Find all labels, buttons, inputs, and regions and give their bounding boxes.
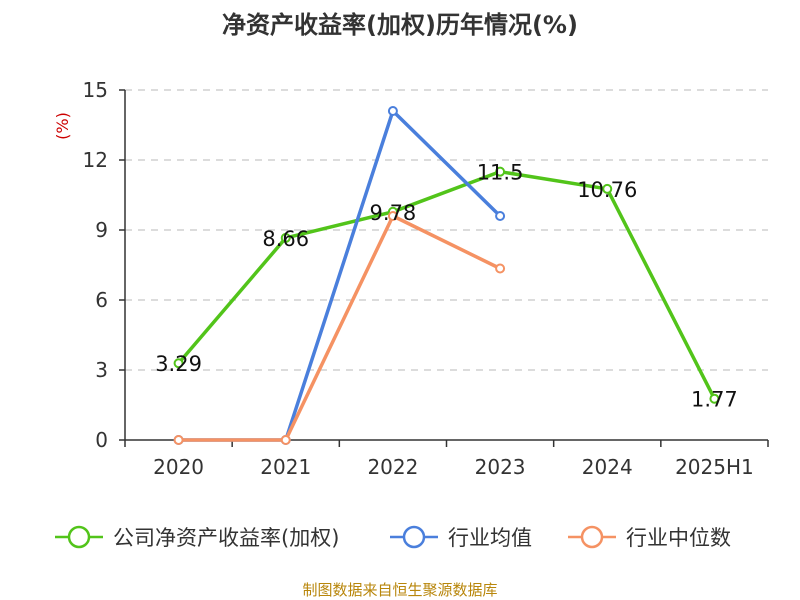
series-line-0 — [177, 169, 716, 400]
source-note: 制图数据来自恒生聚源数据库 — [302, 581, 497, 599]
series-point-0[interactable] — [495, 166, 506, 177]
series-point-1[interactable] — [387, 106, 398, 116]
data-label: 10.76 — [577, 178, 637, 202]
data-label: 8.66 — [262, 227, 309, 251]
x-tick-label: 2020 — [153, 455, 204, 479]
series-point-0[interactable] — [602, 183, 613, 194]
data-label: 1.77 — [691, 388, 738, 412]
data-labels: 3.29 8.66 9.78 11.5 10.76 1.77 — [155, 161, 738, 412]
legend-label-0[interactable]: 公司净资产收益率(加权) — [113, 526, 339, 550]
legend-label-2[interactable]: 行业中位数 — [626, 526, 731, 550]
series-point-0[interactable] — [173, 358, 184, 369]
grid-lines — [125, 89, 768, 371]
x-tick-label: 2023 — [475, 455, 526, 479]
x-tick-label: 2021 — [260, 455, 311, 479]
series-point-2[interactable] — [387, 211, 398, 221]
data-label: 3.29 — [155, 352, 202, 376]
series-point-0[interactable] — [280, 232, 291, 243]
y-tick-label: 3 — [95, 358, 108, 382]
y-tick-label: 15 — [83, 78, 108, 102]
chart-title: 净资产收益率(加权)历年情况(%) — [222, 11, 578, 39]
y-tick-label: 12 — [83, 148, 108, 172]
y-tick-label: 0 — [95, 428, 108, 452]
axes: 0 3 6 9 12 15 2020 2021 2022 2023 2024 2025H1 — [83, 78, 769, 479]
series-point-2[interactable] — [280, 435, 291, 445]
series-point-2[interactable] — [173, 435, 184, 445]
series-point-2[interactable] — [495, 263, 506, 274]
series-lines — [173, 106, 720, 445]
x-tick-label: 2024 — [582, 455, 633, 479]
legend-marker-0[interactable] — [67, 525, 91, 549]
legend: 公司净资产收益率(加权) 行业均值 行业中位数 — [55, 525, 731, 550]
y-axis-unit: (%) — [53, 112, 72, 140]
series-point-1[interactable] — [495, 211, 506, 221]
data-label: 11.5 — [477, 161, 524, 185]
y-tick-label: 9 — [95, 218, 108, 242]
y-tick-label: 6 — [95, 288, 108, 312]
legend-label-1[interactable]: 行业均值 — [448, 526, 532, 550]
legend-marker-1[interactable] — [402, 525, 426, 549]
series-line-2 — [178, 214, 501, 442]
x-tick-label: 2025H1 — [675, 455, 754, 479]
x-tick-label: 2022 — [367, 455, 418, 479]
legend-marker-2[interactable] — [580, 525, 604, 549]
series-point-0[interactable] — [709, 393, 720, 404]
data-label: 9.78 — [370, 201, 417, 225]
